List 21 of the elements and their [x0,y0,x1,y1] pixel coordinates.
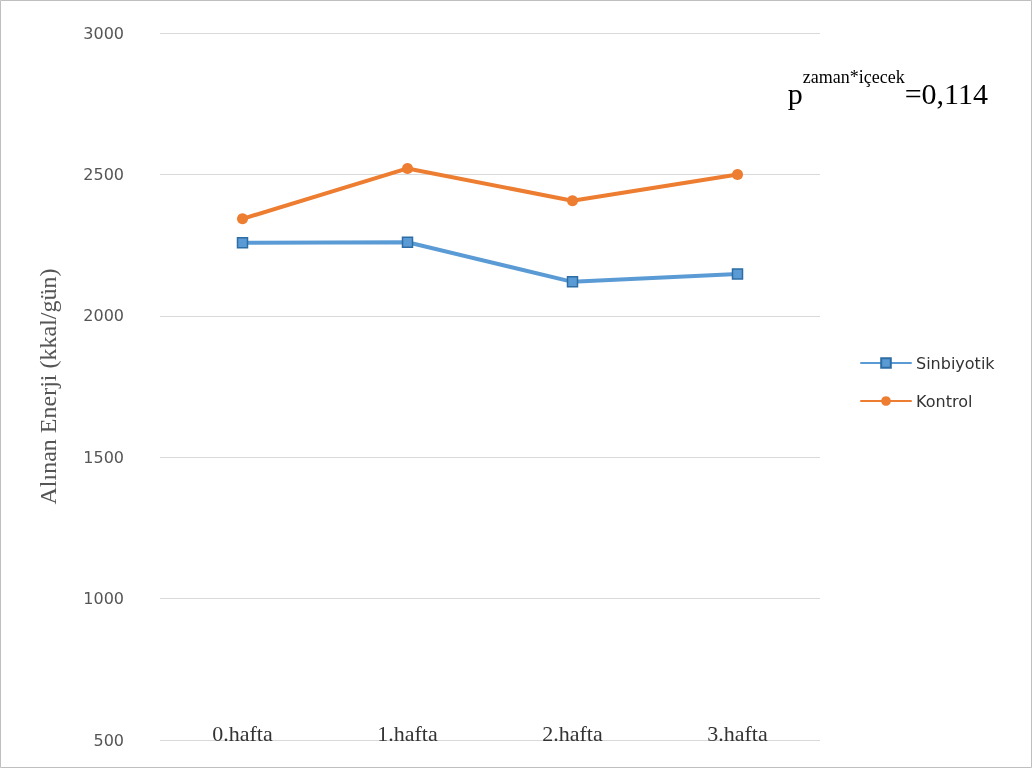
point [401,236,414,249]
point [567,195,578,207]
y-tick-label: 2000 [83,306,124,326]
y-tick-label: 3000 [83,23,124,43]
y-tick-label: 1000 [83,589,124,609]
point [402,162,413,174]
y-tick-label: 500 [93,730,124,750]
x-tick-label: 0.hafta [212,720,273,746]
legend-label: Kontrol [916,391,973,411]
point [237,213,248,225]
x-tick-label: 2.hafta [542,720,603,746]
point [236,237,249,249]
point [731,268,744,280]
x-tick-label: 3.hafta [707,720,768,746]
y-tick-label: 1500 [83,447,124,467]
point [566,276,579,288]
x-tick-label: 1.hafta [377,720,438,746]
y-tick-label: 2500 [83,164,124,184]
legend-label: Sinbiyotik [916,353,996,373]
y-axis-title: Alınan Enerji (kkal/gün) [35,268,61,505]
point [732,168,743,180]
